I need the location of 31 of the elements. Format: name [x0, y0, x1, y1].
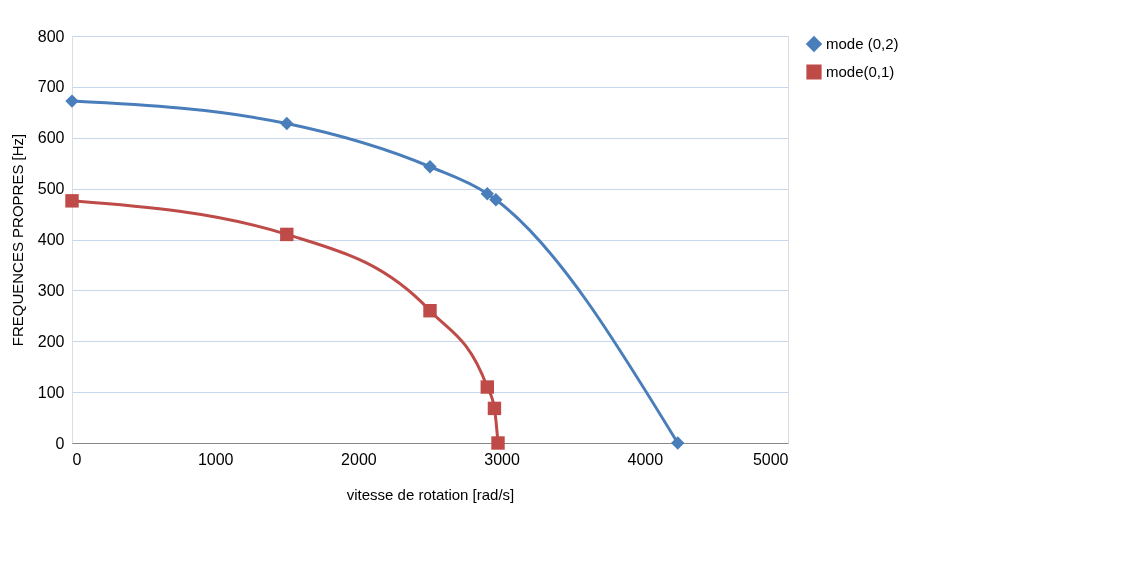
x-tick-label: 1000 — [197, 450, 234, 468]
x-tick-label: 3000 — [484, 450, 520, 468]
y-tick-label: 600 — [37, 129, 65, 147]
x-tick-label: 4000 — [627, 450, 664, 468]
legend-label: mode (0,2) — [826, 35, 899, 52]
y-tick-label: 800 — [37, 27, 65, 45]
y-tick-label: 400 — [37, 231, 65, 248]
point — [480, 380, 494, 394]
point — [491, 436, 505, 450]
point — [423, 160, 437, 174]
point — [280, 116, 294, 131]
y-tick-label: 500 — [37, 180, 65, 198]
y-tick-label: 100 — [37, 383, 65, 401]
x-tick-label: 5000 — [752, 450, 789, 468]
y-tick-label: 200 — [37, 332, 65, 350]
y-tick-label: 0 — [55, 434, 65, 452]
point — [489, 193, 503, 207]
x-tick-label: 2000 — [341, 450, 377, 468]
legend-label: mode(0,1) — [826, 63, 895, 80]
point — [65, 94, 79, 108]
point — [423, 304, 437, 318]
point — [487, 401, 502, 416]
point — [480, 187, 494, 201]
y-tick-label: 700 — [37, 78, 65, 96]
y-axis-title: FREQUENCES PROPRES [Hz] — [8, 133, 26, 347]
point — [65, 194, 79, 208]
x-axis-title: vitesse de rotation [rad/s] — [346, 485, 515, 503]
y-tick-label: 300 — [37, 281, 65, 299]
x-tick-label: 0 — [72, 450, 82, 468]
point — [671, 436, 685, 450]
point — [280, 227, 294, 242]
